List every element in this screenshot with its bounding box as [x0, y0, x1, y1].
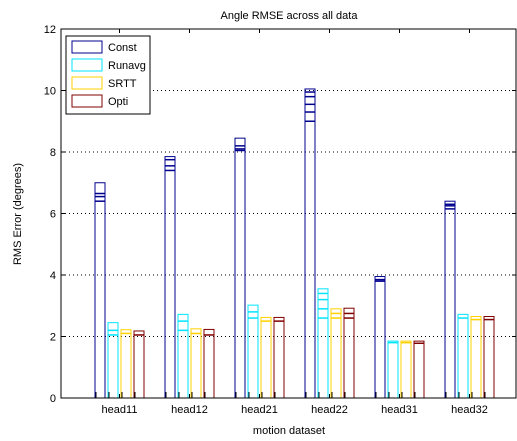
- x-tick-label: head22: [311, 404, 348, 416]
- bar-const-head31: [374, 276, 386, 399]
- bar-srtt-head11: [120, 329, 132, 399]
- y-tick-label: 2: [50, 332, 56, 344]
- bar-opti-head21: [273, 316, 285, 399]
- x-tick-label: head31: [381, 404, 418, 416]
- bar-opti-head11: [133, 330, 145, 399]
- bar-srtt-head12: [190, 328, 202, 399]
- bar-const-head22: [304, 88, 316, 399]
- legend-label-opti: Opti: [108, 96, 128, 108]
- bar-const-head12: [164, 156, 176, 399]
- bar-srtt-head21: [260, 316, 272, 399]
- legend-swatch-opti: [71, 94, 103, 108]
- bar-srtt-head32: [470, 316, 482, 399]
- y-tick-label: 12: [44, 24, 56, 36]
- x-tick-label: head21: [241, 404, 278, 416]
- plot-area: 0 2 4 6 8 10 12 head11 head12 head21 head22 head31 h…: [44, 24, 517, 416]
- bar-srtt-head22: [330, 308, 342, 399]
- y-tick-label: 8: [50, 147, 56, 159]
- legend-label-runavg: Runavg: [108, 60, 146, 72]
- y-tick-label: 10: [44, 86, 56, 98]
- legend: Const Runavg SRTT Opti: [65, 35, 151, 115]
- bar-opti-head32: [483, 316, 495, 399]
- legend-swatch-srtt: [71, 76, 103, 90]
- bar-opti-head22: [343, 307, 355, 399]
- x-tick-label: head32: [451, 404, 488, 416]
- bar-runavg-head11: [107, 322, 119, 399]
- bar-const-head32: [444, 200, 456, 399]
- bar-runavg-head21: [247, 304, 259, 399]
- bar-runavg-head32: [457, 313, 469, 399]
- x-tick-label: head12: [171, 404, 208, 416]
- bar-const-head21: [234, 137, 246, 399]
- legend-label-const: Const: [108, 42, 137, 54]
- bar-opti-head12: [203, 328, 215, 399]
- x-axis-label: motion dataset: [253, 425, 325, 437]
- bar-runavg-head12: [177, 313, 189, 399]
- bar-opti-head31: [413, 340, 425, 399]
- bar-const-head11: [94, 182, 106, 399]
- y-tick-label: 6: [50, 209, 56, 221]
- y-tick-label: 0: [50, 393, 56, 405]
- legend-swatch-const: [71, 40, 103, 54]
- legend-label-srtt: SRTT: [108, 78, 137, 90]
- y-axis-label: RMS Error (degrees): [12, 163, 24, 265]
- bar-srtt-head31: [400, 340, 412, 399]
- chart-title: Angle RMSE across all data: [221, 10, 359, 22]
- y-tick-label: 4: [50, 270, 56, 282]
- bar-runavg-head31: [387, 340, 399, 399]
- legend-box: [65, 35, 151, 115]
- bar-runavg-head22: [317, 288, 329, 399]
- x-tick-label: head11: [102, 404, 138, 416]
- legend-swatch-runavg: [71, 58, 103, 72]
